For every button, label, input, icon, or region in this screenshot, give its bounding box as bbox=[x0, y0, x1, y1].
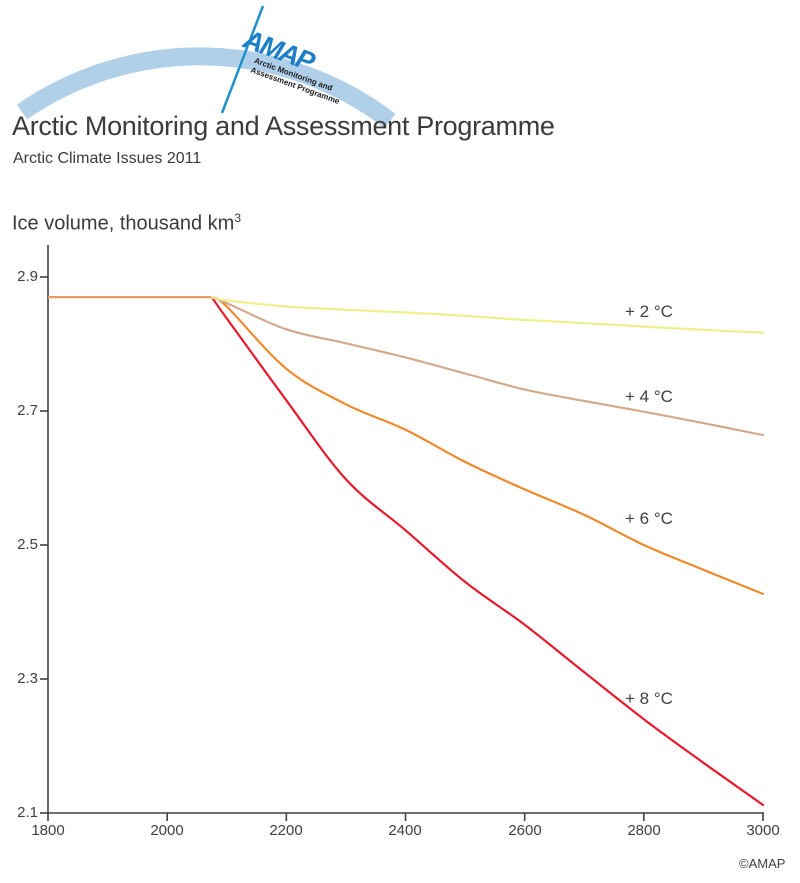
x-tick-label: 2200 bbox=[269, 822, 303, 839]
series-line-plusplus6plusplusplus bbox=[210, 296, 765, 595]
amap-slash-line bbox=[220, 5, 265, 114]
series-label-plus2: + 2 °C bbox=[625, 302, 673, 321]
x-tick-label: 3000 bbox=[746, 822, 780, 839]
x-tick-label: 2800 bbox=[627, 822, 661, 839]
y-axis-title-text: Ice volume, thousand km bbox=[12, 212, 235, 235]
y-tick-label: 2.9 bbox=[17, 268, 38, 285]
series-label-plus4: + 4 °C bbox=[625, 387, 673, 406]
series-label-plus6: + 6 °C bbox=[625, 509, 673, 528]
y-tick-label: 2.1 bbox=[17, 804, 38, 821]
y-tick-label: 2.3 bbox=[17, 670, 38, 687]
page-subtitle: Arctic Climate Issues 2011 bbox=[13, 150, 202, 167]
series-line-plusplus2plusplusplus bbox=[210, 296, 765, 334]
page-title: Arctic Monitoring and Assessment Program… bbox=[12, 111, 555, 141]
x-tick-label: 2600 bbox=[508, 822, 542, 839]
x-tick-label: 1800 bbox=[31, 822, 65, 839]
y-tick-label: 2.5 bbox=[17, 536, 38, 553]
y-axis-title-exponent: 3 bbox=[234, 211, 242, 225]
copyright-credit: ©AMAP bbox=[739, 856, 786, 871]
series-label-plus8: + 8 °C bbox=[625, 689, 673, 708]
y-axis-title: Ice volume, thousand km3 bbox=[12, 211, 241, 236]
x-tick-label: 2400 bbox=[388, 822, 422, 839]
y-tick-label: 2.7 bbox=[17, 402, 38, 419]
amap-arc-graphic bbox=[16, 47, 396, 129]
plot-area bbox=[40, 276, 765, 821]
x-tick-label: 2000 bbox=[150, 822, 184, 839]
series-line-plusplus4plusplusplus bbox=[210, 296, 765, 437]
series-line-plusplus8plusplusplus bbox=[210, 296, 765, 807]
